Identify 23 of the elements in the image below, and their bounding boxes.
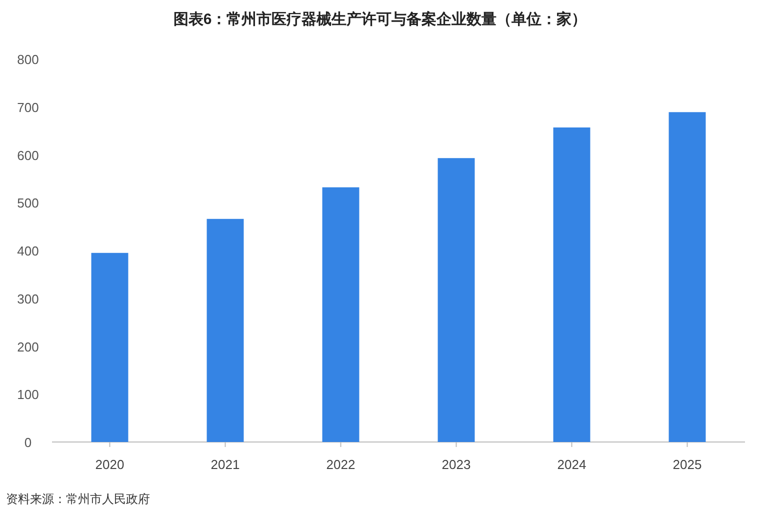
y-tick-label: 200 [17, 339, 39, 354]
y-tick-label: 400 [17, 244, 39, 258]
bar [438, 158, 475, 442]
bar [553, 127, 590, 442]
x-tick-label: 2021 [210, 457, 240, 472]
y-tick-label: 700 [17, 100, 39, 115]
x-tick-label: 2024 [557, 457, 586, 472]
y-tick-label: 0 [24, 435, 32, 450]
x-tick-label: 2025 [672, 457, 702, 472]
text: 资料来源：常州市人民政府 [6, 492, 150, 506]
y-tick-label: 800 [17, 52, 39, 67]
bar [322, 187, 360, 442]
bar [668, 112, 706, 442]
y-tick-label: 100 [17, 387, 39, 402]
y-tick-label: 500 [17, 196, 39, 211]
x-tick-label: 2023 [442, 457, 471, 472]
y-tick-label: 300 [17, 291, 39, 306]
bar [206, 218, 244, 442]
chart-title: 图表6：常州市医疗器械生产许可与备案企业数量（单位：家） [173, 10, 587, 28]
y-tick-label: 600 [17, 148, 39, 163]
x-tick-label: 2022 [326, 457, 356, 472]
x-tick-label: 2020 [95, 457, 124, 472]
bar [91, 252, 128, 442]
